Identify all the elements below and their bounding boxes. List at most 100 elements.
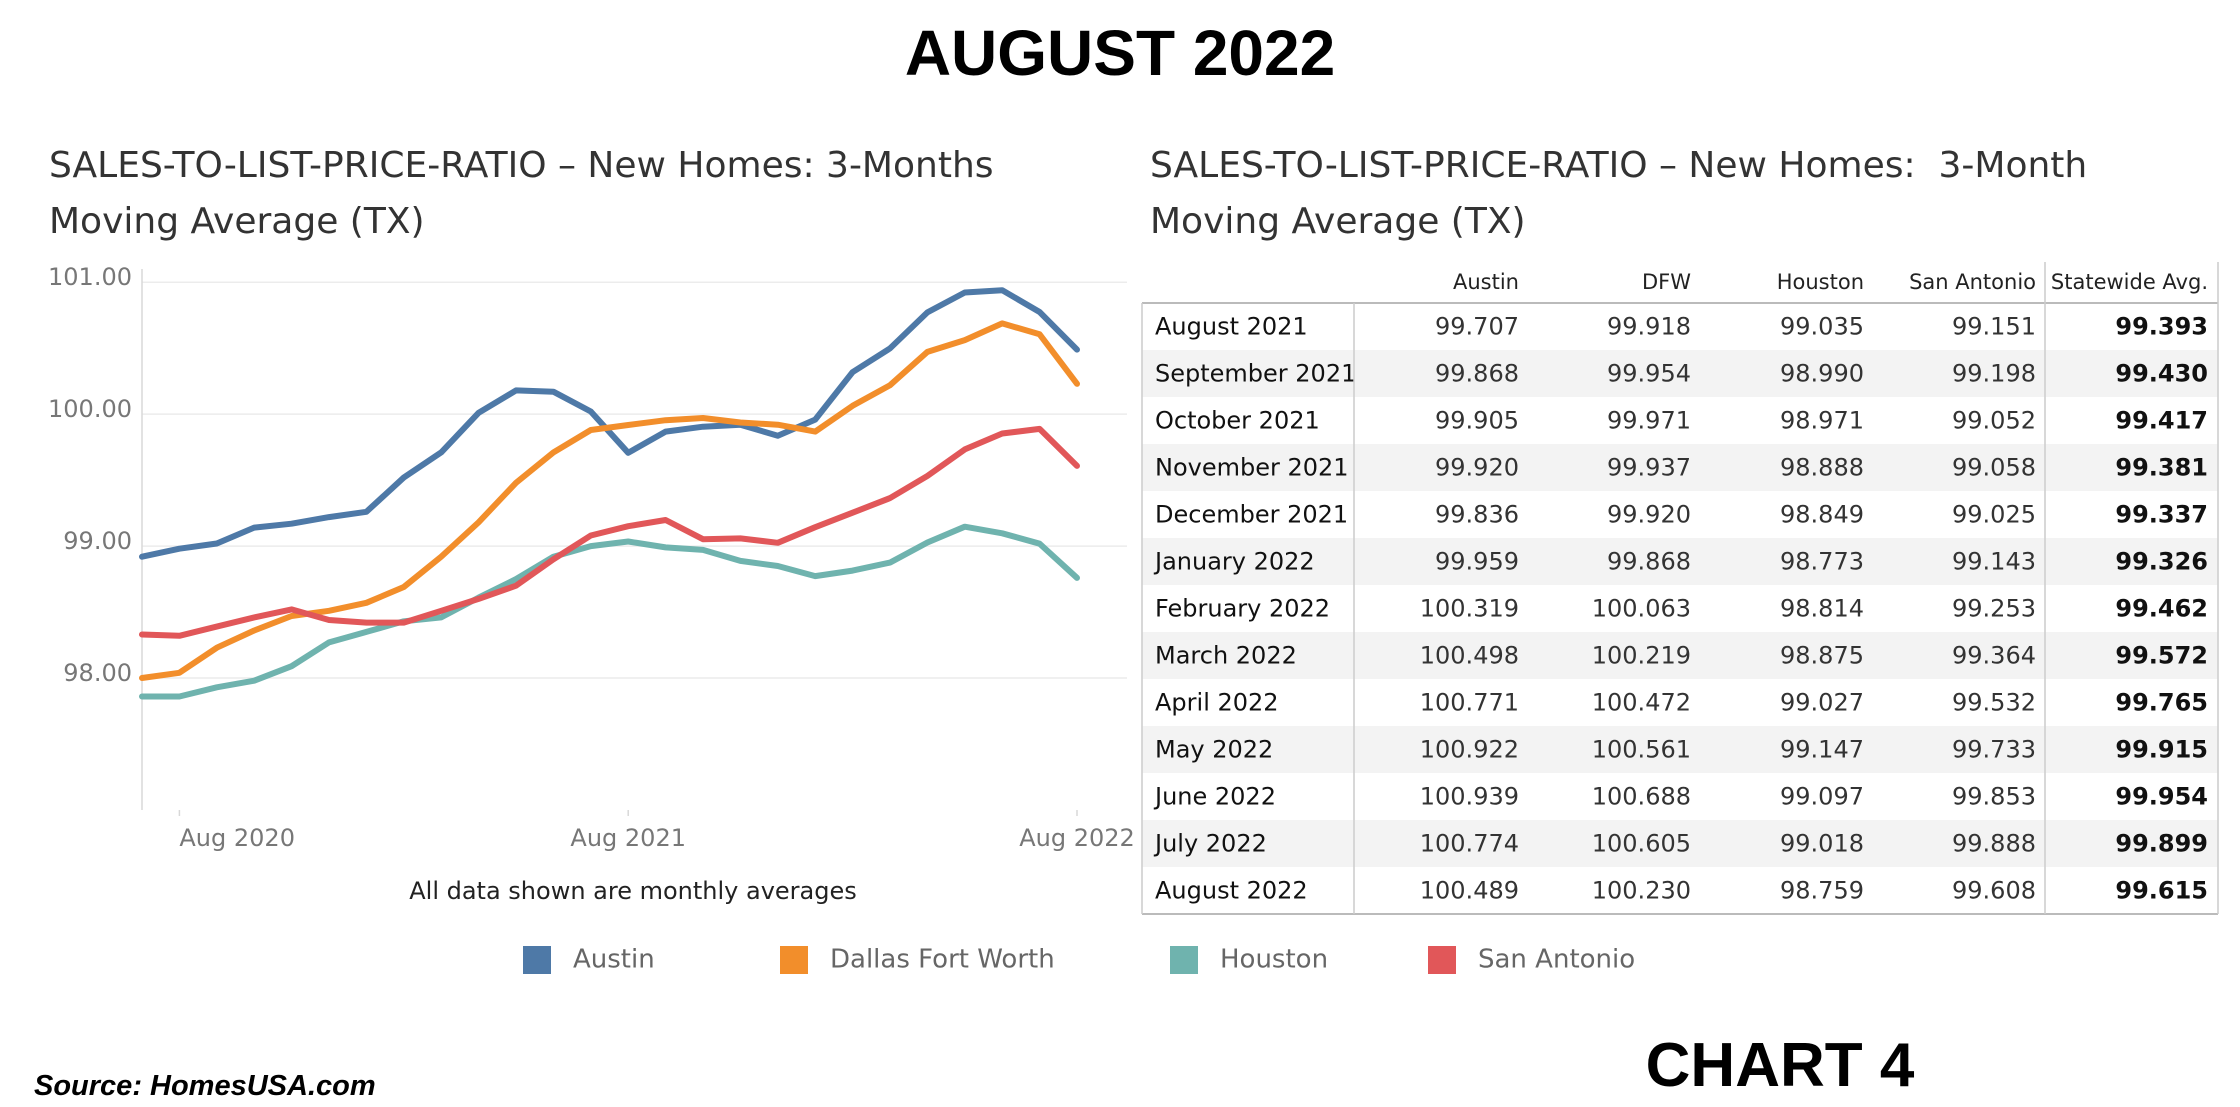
- row-label: May 2022: [1155, 736, 1273, 764]
- table-cell: 99.025: [1952, 501, 2036, 529]
- column-header: Statewide Avg.: [2051, 270, 2208, 294]
- y-tick-label: 101.00: [48, 263, 132, 291]
- table-cell: 99.364: [1952, 642, 2036, 670]
- row-label: October 2021: [1155, 407, 1320, 435]
- table-cell: 99.918: [1607, 313, 1691, 341]
- table-cell: 100.771: [1420, 689, 1519, 717]
- table-cell: 99.151: [1952, 313, 2036, 341]
- row-stripe: [1142, 444, 2218, 491]
- column-header: DFW: [1642, 270, 1691, 294]
- table-cell: 100.472: [1592, 689, 1691, 717]
- x-tick-label: Aug 2020: [179, 824, 295, 852]
- row-label: August 2022: [1155, 877, 1308, 905]
- table-cell: 100.489: [1420, 877, 1519, 905]
- legend-label: San Antonio: [1478, 945, 1635, 975]
- table-cell: 100.230: [1592, 877, 1691, 905]
- table-cell: 99.915: [2115, 736, 2208, 764]
- chart-title: SALES-TO-LIST-PRICE-RATIO – New Homes: 3…: [49, 145, 1005, 242]
- row-label: June 2022: [1153, 783, 1276, 811]
- table-cell: 99.615: [2115, 877, 2208, 905]
- row-label: January 2022: [1153, 548, 1315, 576]
- x-tick-label: Aug 2021: [570, 824, 686, 852]
- legend-swatch: [780, 946, 808, 974]
- table-cell: 100.605: [1592, 830, 1691, 858]
- table-cell: 98.849: [1780, 501, 1864, 529]
- table-cell: 99.853: [1952, 783, 2036, 811]
- table-cell: 99.707: [1435, 313, 1519, 341]
- table-cell: 100.774: [1420, 830, 1519, 858]
- legend-label: Austin: [573, 945, 655, 975]
- table-cell: 99.253: [1952, 595, 2036, 623]
- table-cell: 99.868: [1435, 360, 1519, 388]
- series-line: [139, 287, 1080, 560]
- table-cell: 99.920: [1435, 454, 1519, 482]
- table-cell: 99.920: [1607, 501, 1691, 529]
- chart-label: CHART 4: [1645, 1031, 1915, 1100]
- table-cell: 99.052: [1952, 407, 2036, 435]
- column-header: San Antonio: [1909, 270, 2036, 294]
- table-cell: 99.198: [1952, 360, 2036, 388]
- row-stripe: [1142, 350, 2218, 397]
- table-cell: 100.063: [1592, 595, 1691, 623]
- table-cell: 99.417: [2115, 407, 2208, 435]
- table-cell: 100.688: [1592, 783, 1691, 811]
- table-cell: 99.836: [1435, 501, 1519, 529]
- table-cell: 99.733: [1952, 736, 2036, 764]
- table-cell: 98.990: [1780, 360, 1864, 388]
- table-cell: 100.219: [1592, 642, 1691, 670]
- legend-label: Dallas Fort Worth: [830, 945, 1055, 975]
- table-cell: 99.608: [1952, 877, 2036, 905]
- table-cell: 99.765: [2115, 689, 2208, 717]
- table-cell: 99.035: [1780, 313, 1864, 341]
- table-cell: 99.888: [1952, 830, 2036, 858]
- row-label: November 2021: [1155, 454, 1349, 482]
- row-label: September 2021: [1155, 360, 1356, 388]
- legend-label: Houston: [1220, 945, 1328, 975]
- table-cell: 99.868: [1607, 548, 1691, 576]
- table-cell: 98.971: [1780, 407, 1864, 435]
- table-cell: 100.561: [1592, 736, 1691, 764]
- row-label: February 2022: [1155, 595, 1330, 623]
- row-label: July 2022: [1153, 830, 1267, 858]
- table-cell: 100.319: [1420, 595, 1519, 623]
- table-cell: 99.430: [2115, 360, 2208, 388]
- table-cell: 98.759: [1780, 877, 1864, 905]
- table-cell: 99.899: [2115, 830, 2208, 858]
- table-cell: 98.888: [1780, 454, 1864, 482]
- table-cell: 99.326: [2115, 548, 2208, 576]
- column-header: Austin: [1453, 270, 1519, 294]
- table-cell: 99.959: [1435, 548, 1519, 576]
- row-stripe: [1142, 726, 2218, 773]
- table-cell: 99.337: [2115, 501, 2208, 529]
- page-title: AUGUST 2022: [904, 17, 1336, 89]
- table-cell: 99.097: [1780, 783, 1864, 811]
- legend-swatch: [523, 946, 551, 974]
- table-cell: 100.939: [1420, 783, 1519, 811]
- table-cell: 98.773: [1780, 548, 1864, 576]
- table-cell: 100.498: [1420, 642, 1519, 670]
- table-cell: 99.018: [1780, 830, 1864, 858]
- table-cell: 99.143: [1952, 548, 2036, 576]
- x-tick-label: Aug 2022: [1019, 824, 1135, 852]
- legend-swatch: [1170, 946, 1198, 974]
- series-line: [139, 523, 1080, 700]
- row-stripe: [1142, 632, 2218, 679]
- table-cell: 99.905: [1435, 407, 1519, 435]
- series-line: [139, 425, 1080, 639]
- table-cell: 99.462: [2115, 595, 2208, 623]
- table-cell: 99.058: [1952, 454, 2036, 482]
- y-tick-label: 100.00: [48, 395, 132, 423]
- row-label: August 2021: [1155, 313, 1308, 341]
- table-cell: 100.922: [1420, 736, 1519, 764]
- y-tick-label: 99.00: [63, 527, 132, 555]
- series-line: [139, 320, 1080, 681]
- table-title: SALES-TO-LIST-PRICE-RATIO – New Homes: 3…: [1150, 145, 2099, 242]
- source: Source: HomesUSA.com: [34, 1070, 376, 1102]
- table-cell: 99.381: [2115, 454, 2208, 482]
- legend-swatch: [1428, 946, 1456, 974]
- row-stripe: [1142, 538, 2218, 585]
- table-cell: 99.971: [1607, 407, 1691, 435]
- chart-note: All data shown are monthly averages: [409, 877, 857, 905]
